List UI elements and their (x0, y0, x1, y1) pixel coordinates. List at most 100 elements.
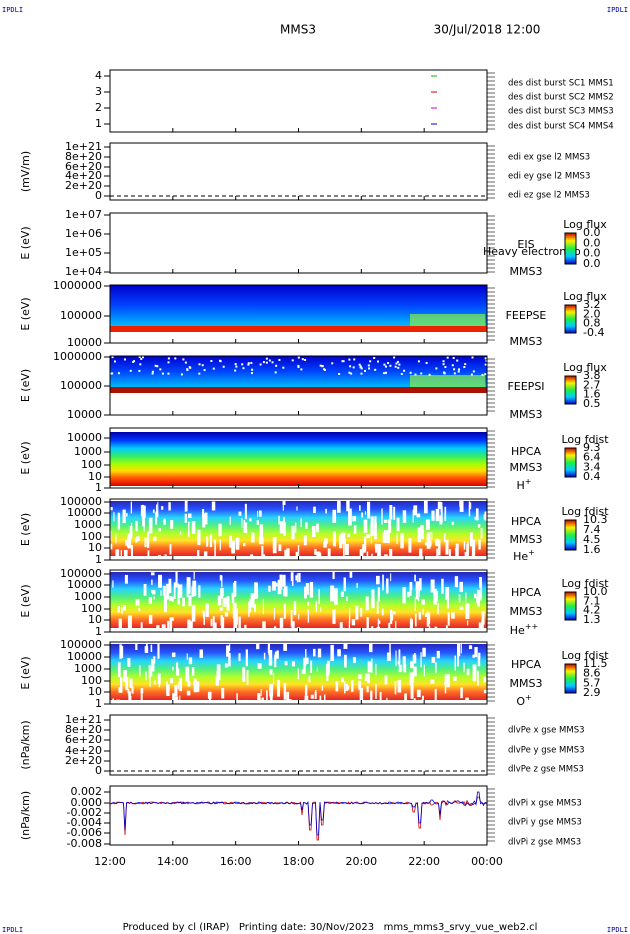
gap (122, 604, 126, 611)
instrument-label: EIS (517, 238, 534, 251)
gap (175, 662, 179, 670)
speckle (117, 372, 120, 375)
species-charge: ++ (525, 622, 538, 631)
gap (274, 651, 278, 658)
gap (324, 538, 328, 545)
gap (123, 549, 128, 560)
gap (169, 596, 172, 601)
speckle (359, 366, 362, 369)
gap (143, 524, 145, 532)
gap (386, 697, 388, 708)
speckle (348, 358, 351, 361)
gap (480, 590, 482, 601)
gap (139, 703, 143, 714)
speckle (242, 367, 245, 370)
gap (188, 595, 192, 607)
gap (420, 524, 424, 539)
legend-entry: edi ez gse l2 MMS3 (508, 191, 590, 201)
gap (394, 702, 398, 711)
gap (246, 670, 249, 685)
gap (166, 684, 170, 696)
gap (203, 551, 208, 559)
gap (378, 620, 381, 624)
gap (460, 687, 463, 699)
y-tick-label: 100 (81, 674, 102, 687)
y-tick-label: 0 (95, 764, 102, 777)
gap (402, 510, 407, 523)
colorbar-tick-label: 2.7 (583, 378, 601, 391)
speckle (274, 371, 277, 374)
speckle (456, 359, 459, 362)
gap (268, 701, 272, 713)
colorbar-tick-label: 7.4 (583, 523, 601, 536)
gap (347, 533, 350, 537)
instrument-label: MMS3 (510, 335, 543, 348)
gap (283, 682, 287, 700)
panel-frame (109, 212, 488, 274)
gap (125, 539, 130, 546)
spectrogram-band (110, 326, 487, 332)
gap (444, 682, 446, 686)
gap (188, 521, 190, 537)
colorbar-tick-label: 1.6 (583, 388, 601, 401)
gap (381, 508, 383, 525)
gap (120, 645, 124, 659)
gap (202, 610, 204, 616)
gap (352, 657, 356, 664)
gap (434, 688, 437, 704)
gap (193, 570, 195, 580)
gap (332, 531, 336, 547)
y-tick-label: 3 (95, 85, 102, 98)
gap (238, 511, 242, 516)
species-base: He (513, 550, 528, 563)
instrument-label: MMS3 (510, 533, 543, 546)
gap (454, 655, 457, 671)
gap (157, 502, 159, 517)
speckle (348, 371, 351, 374)
gap (178, 584, 183, 598)
gap (294, 522, 297, 533)
gap (187, 681, 191, 687)
instrument-label: MMS3 (510, 408, 543, 421)
gap (295, 551, 299, 557)
gap (143, 584, 147, 596)
y-axis-label: (nPa/km) (19, 720, 32, 769)
gap (374, 543, 378, 549)
gap (457, 700, 460, 711)
gap (228, 644, 231, 652)
gap (157, 673, 161, 685)
y-tick-label: 100000 (60, 379, 102, 392)
gap (188, 621, 193, 637)
y-tick-label: 0.002 (71, 785, 103, 798)
y-tick-label: 1 (95, 553, 102, 566)
gap (371, 553, 373, 560)
gap (340, 702, 344, 720)
colorbar-tick-label: 4.5 (583, 533, 601, 546)
gap (274, 654, 277, 668)
instrument-label: MMS3 (510, 605, 543, 618)
y-tick-label: 2 (95, 101, 102, 114)
gap (365, 596, 369, 611)
gap (233, 580, 237, 597)
gap (241, 518, 243, 529)
gap (465, 603, 470, 619)
legend-entry: des dist burst SC3 MMS3 (508, 107, 614, 117)
gap (149, 673, 151, 688)
gap (348, 607, 351, 624)
gap (318, 589, 320, 605)
gap (297, 627, 301, 643)
y-tick-label: 10 (88, 470, 102, 483)
gap (286, 691, 290, 704)
gap (346, 685, 350, 690)
gap (171, 666, 174, 671)
gap (377, 626, 381, 639)
gap (272, 536, 277, 554)
gap (298, 613, 300, 620)
gap (210, 618, 213, 627)
gap (330, 585, 335, 602)
gap (245, 649, 248, 667)
colorbar-tick-label: 0.0 (583, 247, 601, 260)
gap (473, 700, 476, 714)
y-tick-label: 100000 (60, 638, 102, 651)
gap (279, 521, 284, 534)
